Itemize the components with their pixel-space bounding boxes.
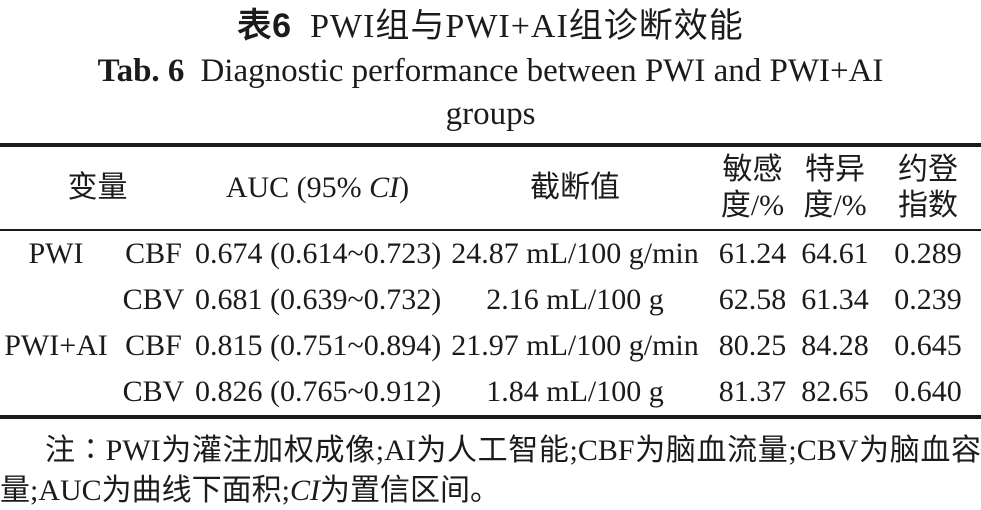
cell-group: PWI	[28, 237, 84, 270]
cell-param: CBF	[125, 329, 182, 362]
table-title-zh: PWI组与PWI+AI组诊断效能	[310, 8, 744, 45]
cell-sensitivity: 61.24	[718, 237, 787, 270]
cell-sensitivity: 80.25	[718, 329, 787, 362]
cell-cutoff: 2.16 mL/100 g	[486, 283, 664, 316]
footnote-text-1: 注∶PWI为灌注加权成像;AI为人工智能;CBF为脑血流量;CBV为脑血容量;A…	[0, 434, 981, 507]
table-row: PWI CBF 0.674 (0.614~0.723) 24.87 mL/100…	[0, 230, 981, 277]
cell-group	[0, 369, 112, 417]
table-caption-en: Tab. 6 Diagnostic performance between PWI…	[0, 49, 981, 93]
table-number-en: Tab. 6	[97, 53, 185, 89]
table-row: CBV 0.681 (0.639~0.732) 2.16 mL/100 g 62…	[0, 277, 981, 323]
cell-youden: 0.289	[894, 237, 962, 270]
cell-specificity: 64.61	[801, 237, 869, 270]
table-caption-en-line2: groups	[445, 96, 536, 132]
cell-specificity: 84.28	[801, 329, 869, 362]
footnote-ci-italic: CI	[290, 474, 321, 507]
col-header-specificity: 特异 度/%	[803, 153, 867, 222]
col-header-youden: 约登 指数	[898, 153, 958, 222]
cell-sensitivity: 62.58	[718, 283, 787, 316]
col-header-variable: 变量	[67, 171, 128, 204]
table-footnote: 注∶PWI为灌注加权成像;AI为人工智能;CBF为脑血流量;CBV为脑血容量;A…	[0, 431, 981, 510]
cell-auc: 0.681 (0.639~0.732)	[195, 283, 442, 316]
col-header-auc: AUC (95% CI)	[225, 171, 410, 204]
ci-italic: CI	[369, 171, 400, 204]
cell-auc: 0.826 (0.765~0.912)	[195, 375, 442, 408]
cell-specificity: 82.65	[801, 375, 869, 408]
cell-cutoff: 1.84 mL/100 g	[486, 375, 664, 408]
cell-group	[0, 277, 112, 323]
cell-youden: 0.239	[894, 283, 962, 316]
cell-param: CBF	[125, 237, 182, 270]
cell-param: CBV	[122, 375, 185, 408]
diagnostic-performance-table: 变量 AUC (95% CI) 截断值 敏感 度/% 特异 度/% 约登 指数 PWI…	[0, 143, 981, 419]
footnote-text-2: 为置信区间。	[320, 474, 501, 507]
table-header-row: 变量 AUC (95% CI) 截断值 敏感 度/% 特异 度/% 约登 指数	[0, 145, 981, 230]
cell-sensitivity: 81.37	[718, 375, 787, 408]
table-row: PWI+AI CBF 0.815 (0.751~0.894) 21.97 mL/…	[0, 323, 981, 369]
table-title-en: Diagnostic performance between PWI and P…	[200, 53, 884, 89]
cell-youden: 0.645	[894, 329, 962, 362]
cell-cutoff: 21.97 mL/100 g/min	[451, 329, 699, 362]
cell-youden: 0.640	[894, 375, 962, 408]
cell-auc: 0.815 (0.751~0.894)	[195, 329, 442, 362]
table-caption-zh: 表6 PWI组与PWI+AI组诊断效能	[0, 0, 981, 49]
table-row: CBV 0.826 (0.765~0.912) 1.84 mL/100 g 81…	[0, 369, 981, 417]
table-number-zh: 表6	[237, 7, 293, 45]
cell-cutoff: 24.87 mL/100 g/min	[451, 237, 699, 270]
col-header-sensitivity: 敏感 度/%	[720, 153, 785, 222]
cell-param: CBV	[122, 283, 185, 316]
col-header-cutoff: 截断值	[530, 171, 620, 204]
cell-specificity: 61.34	[801, 283, 869, 316]
cell-auc: 0.674 (0.614~0.723)	[195, 237, 442, 270]
cell-group: PWI+AI	[4, 329, 108, 362]
